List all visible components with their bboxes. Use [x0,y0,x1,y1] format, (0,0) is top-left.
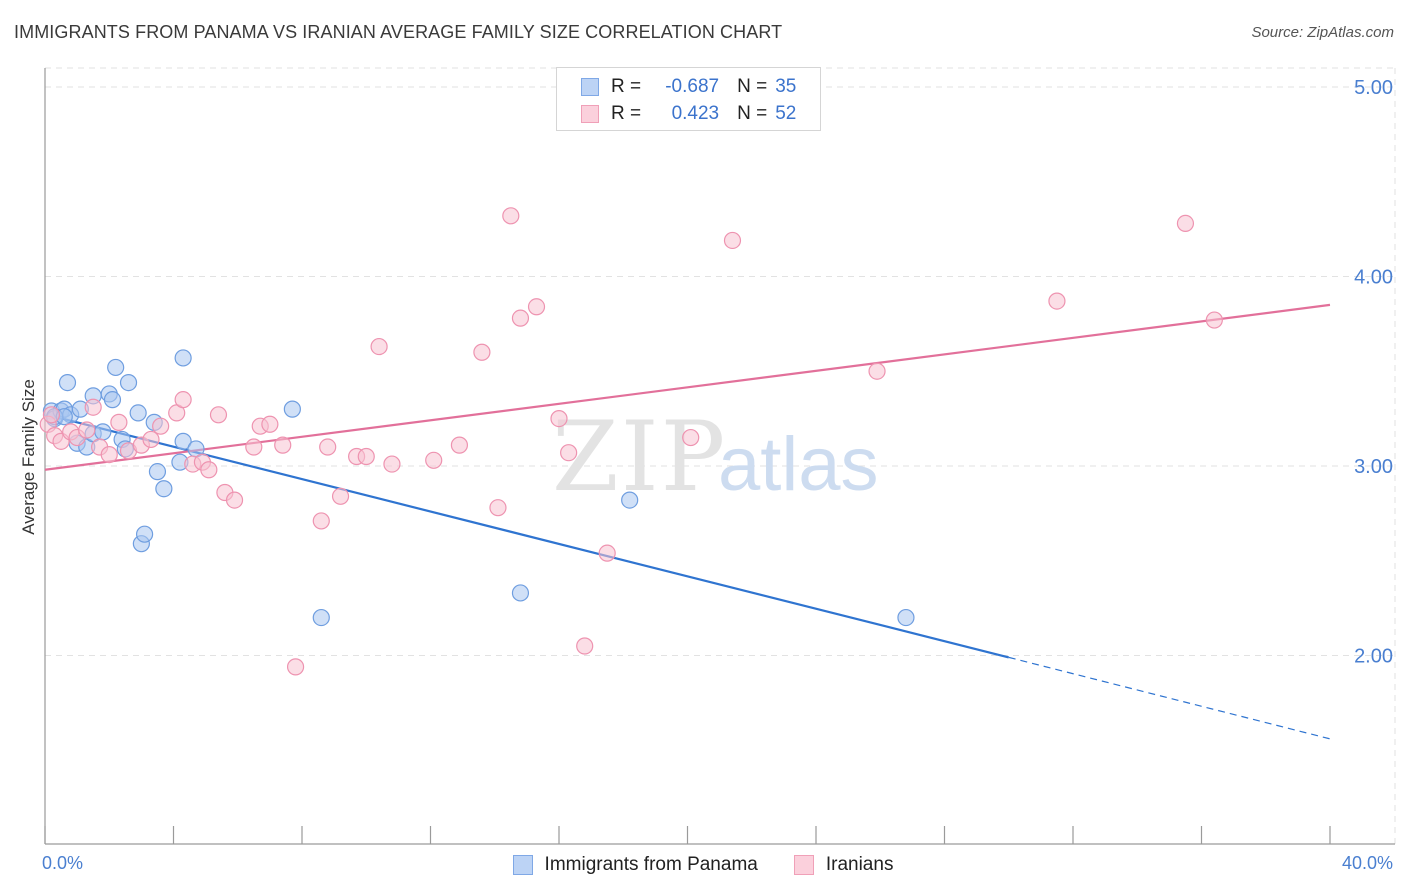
iranian-point [331,487,350,505]
iranian-point [450,436,469,454]
legend-r-value-iranians: 0.423 [671,103,720,124]
panama-point [312,608,330,627]
y-tick-label: 2.00 [1354,645,1393,667]
iranian-point [261,415,279,433]
legend-row-iranians: R = 0.423 N = 52 [581,101,796,127]
iranian-point [100,446,118,464]
iranian-point [312,512,330,530]
iranian-point [245,438,263,456]
iranian-point [502,207,520,225]
series-label-iranians: Iranians [825,854,894,875]
source-attribution: Source: ZipAtlas.com [1251,24,1394,41]
y-tick-label: 4.00 [1354,266,1393,288]
iranian-point [174,391,192,409]
iranian-point [560,444,578,462]
panama-point [283,400,301,418]
watermark-atlas: atlas [718,422,879,507]
legend-r-label: R = [611,76,642,97]
legend-swatch-iranians [581,105,599,123]
legend-n-value-iranians: 52 [775,103,797,124]
iranian-point [527,298,546,316]
legend-n-label: N = [737,76,768,97]
iranian-point [383,455,401,473]
axes [44,68,1395,845]
panama-point [107,358,125,377]
panama-point [155,480,173,498]
iranian-point [357,447,375,466]
watermark-zip: ZIP [552,401,727,513]
iranian-point [868,362,886,380]
series-swatch-panama [512,855,533,875]
iranian-point [286,658,305,676]
iranian-point [723,231,742,250]
iranian-point [42,406,61,424]
iranian-point [1176,214,1195,232]
legend-n-label: N = [737,103,768,124]
panama-point [511,584,530,602]
iranian-point [511,309,530,327]
chart-title: IMMIGRANTS FROM PANAMA VS IRANIAN AVERAG… [14,22,783,42]
grid-lines [45,67,1396,844]
panama-trend-line [54,415,1010,659]
tick-labels: 2.00 3.00 4.00 5.00 0.0% 40.0% [42,77,1393,873]
panama-point [58,373,77,392]
iranian-point [576,637,594,655]
iranian-point [209,406,228,424]
x-tick-label: 0.0% [42,853,83,873]
watermark: ZIP atlas [552,401,879,513]
panama-point [129,404,147,422]
series-legend: Immigrants from Panama Iranians [0,851,1406,879]
iranian-point [489,499,507,517]
panama-point [174,432,192,450]
iranian-point [370,337,388,356]
series-label-panama: Immigrants from Panama [544,854,758,875]
stats-legend: R = -0.687 N = 35 R = 0.423 N = 52 [556,67,821,131]
panama-point [621,491,639,509]
iranian-point [142,430,160,449]
legend-n-value-panama: 35 [775,76,797,97]
panama-point [174,349,192,367]
legend-swatch-panama [581,78,599,96]
panama-point [135,525,154,543]
legend-r-label: R = [611,103,642,124]
panama-point [148,463,167,481]
iranian-point [598,544,616,562]
iranian-point [110,413,128,431]
y-tick-label: 5.00 [1354,77,1393,99]
legend-row-panama: R = -0.687 N = 35 [581,74,796,100]
series-legend-panama: Immigrants from Panama [512,854,758,876]
iranian-point [78,421,96,439]
panama-point [897,608,915,627]
panama-point [103,391,122,409]
iranian-point [473,343,491,361]
iranian-point [682,428,700,447]
iranian-point [319,438,337,456]
y-axis-label: Average Family Size [19,379,38,535]
iranian-point [225,491,244,509]
iranian-point [550,409,568,428]
series-swatch-iranians [793,855,814,875]
iranian-point [1048,292,1066,310]
iranian-point [274,436,292,454]
iranian-point [84,398,102,416]
iranian-point [1205,311,1223,329]
iranian-point [200,461,218,479]
panama-trend-extension [1008,656,1331,740]
panama-point [119,373,138,392]
trend-lines [44,303,1331,740]
iranian-point [152,417,170,435]
legend-r-value-panama: -0.687 [665,76,720,97]
y-tick-label: 3.00 [1354,456,1393,478]
series-legend-iranians: Iranians [793,854,894,876]
x-tick-label: 40.0% [1342,853,1393,873]
panama-point [94,423,112,441]
data-points [39,207,1223,676]
iranian-point [425,451,443,469]
